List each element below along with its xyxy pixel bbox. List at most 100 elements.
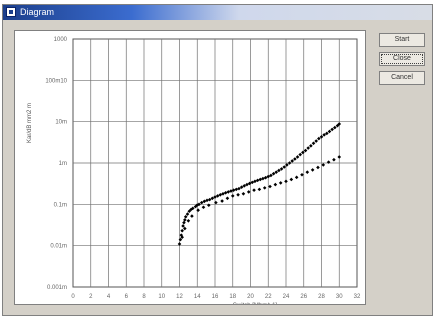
title-bar[interactable]: Diagram [3, 5, 432, 20]
data-point [290, 159, 295, 163]
x-tick-label: 32 [354, 294, 361, 300]
data-point [255, 178, 260, 183]
start-button[interactable]: Start [379, 33, 425, 47]
data-point [305, 170, 310, 174]
y-axis-label: Kar/dB mm2 m [27, 103, 33, 143]
x-tick-label: 2 [89, 294, 93, 300]
data-point [311, 141, 316, 146]
data-point [183, 218, 187, 222]
data-point [210, 196, 215, 201]
data-point [179, 233, 184, 237]
data-point [269, 173, 273, 178]
x-tick-label: 22 [265, 294, 272, 300]
data-point [273, 182, 278, 187]
data-point [236, 193, 240, 197]
data-point [303, 148, 308, 153]
x-tick-label: 8 [142, 294, 146, 300]
data-point [257, 187, 262, 192]
data-point [185, 212, 190, 216]
data-point [278, 181, 283, 185]
x-tick-label: 20 [247, 294, 254, 300]
data-point [183, 226, 187, 231]
data-point [214, 200, 218, 205]
y-tick-label: 0.001m [47, 285, 67, 291]
data-point [245, 182, 249, 187]
data-point [213, 195, 217, 199]
data-point [321, 163, 326, 167]
data-point [246, 190, 251, 194]
data-point [266, 174, 271, 179]
x-tick-label: 12 [176, 294, 183, 300]
data-point [215, 194, 220, 198]
x-tick-label: 24 [283, 294, 290, 300]
data-point [183, 214, 188, 219]
data-point [289, 177, 294, 182]
y-tick-label: 1000 [54, 37, 68, 43]
data-point [287, 161, 292, 165]
data-point [310, 168, 315, 172]
data-point [225, 196, 230, 201]
data-point [187, 209, 192, 214]
data-point [229, 189, 233, 193]
data-point [300, 172, 304, 177]
x-tick-label: 6 [125, 294, 129, 300]
data-point [282, 165, 287, 169]
diagram-window: Diagram 0 2 4 6 8 10 12 14 16 18 20 22 24 26 28 30 32 100… [2, 4, 433, 316]
x-tick-label: 26 [300, 294, 307, 300]
y-tick-label: 0.1m [54, 202, 67, 208]
data-point [206, 203, 211, 208]
data-point [191, 206, 195, 211]
data-point [271, 171, 276, 176]
data-point [207, 197, 212, 202]
y-tick-label: 10m [55, 120, 67, 126]
data-point [186, 218, 191, 223]
data-point [279, 167, 284, 171]
data-point [268, 184, 272, 189]
scatter-chart: 0 2 4 6 8 10 12 14 16 18 20 22 24 26 28 30 321000100m101… [27, 37, 361, 304]
data-point [218, 193, 223, 197]
x-tick-label: 30 [336, 294, 343, 300]
data-point [178, 237, 183, 242]
data-point [196, 208, 200, 213]
data-point [262, 186, 267, 190]
data-point [202, 199, 207, 204]
data-point [337, 122, 342, 126]
data-point [181, 224, 185, 228]
data-point [230, 194, 235, 198]
data-point [294, 175, 299, 180]
data-point [332, 157, 336, 162]
data-point [231, 188, 236, 192]
window-title: Diagram [20, 7, 55, 17]
x-tick-label: 18 [229, 294, 236, 300]
data-point [284, 179, 288, 184]
data-point [252, 188, 256, 192]
cancel-button[interactable]: Cancel [379, 71, 425, 85]
data-point [327, 129, 332, 134]
data-point [285, 163, 289, 167]
data-point [239, 185, 244, 189]
x-tick-label: 10 [158, 294, 165, 300]
data-point [242, 184, 247, 188]
data-point [223, 191, 228, 195]
data-point [237, 186, 241, 191]
y-tick-label: 100m10 [45, 78, 67, 84]
data-point [274, 170, 279, 174]
data-point [205, 198, 209, 203]
data-point [190, 214, 194, 218]
y-tick-label: 1m [59, 161, 67, 167]
close-button[interactable]: Close [379, 52, 425, 66]
x-tick-label: 14 [194, 294, 201, 300]
x-axis-label: Switch [Mhm^-1] [233, 303, 277, 304]
data-point [199, 200, 204, 205]
x-tick-label: 28 [318, 294, 325, 300]
x-tick-label: 16 [212, 294, 219, 300]
data-point [201, 205, 206, 210]
data-point [306, 146, 310, 150]
data-point [180, 228, 184, 233]
data-point [317, 136, 321, 141]
data-point [316, 165, 320, 170]
app-icon [6, 7, 16, 17]
data-point [250, 180, 255, 185]
data-point [253, 179, 257, 184]
x-tick-label: 4 [107, 294, 111, 300]
